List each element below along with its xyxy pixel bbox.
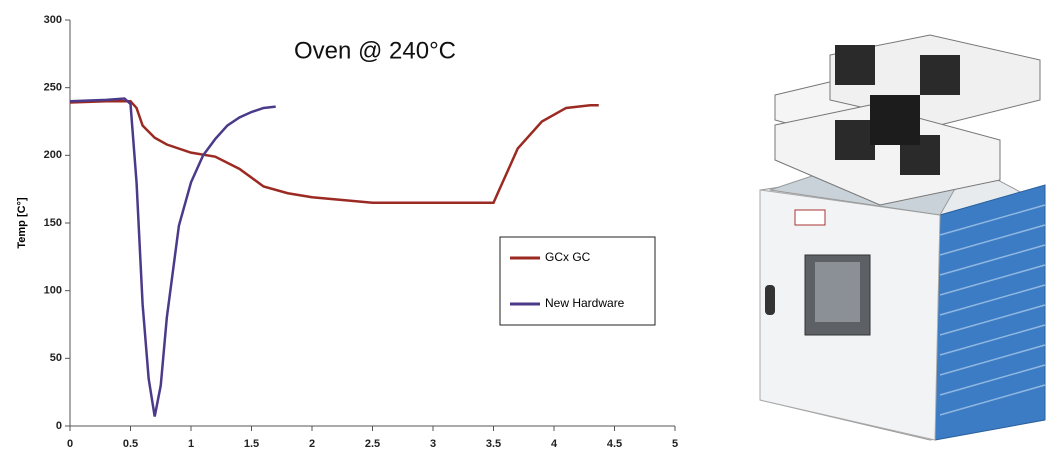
y-axis-label: Temp [C°] [16, 197, 28, 249]
x-tick-label: 1.5 [244, 438, 259, 450]
y-tick-label: 50 [50, 352, 62, 364]
y-tick-label: 150 [44, 217, 62, 229]
x-tick-label: 1 [188, 438, 194, 450]
legend-label: GCx GC [545, 250, 591, 264]
x-tick-label: 2.5 [365, 438, 380, 450]
x-tick-label: 0.5 [123, 438, 138, 450]
x-tick-label: 4.5 [607, 438, 622, 450]
data-line [70, 101, 599, 203]
x-tick-label: 5 [672, 438, 678, 450]
legend-label: New Hardware [545, 296, 625, 310]
y-tick-label: 250 [44, 82, 62, 94]
y-tick-label: 0 [56, 420, 62, 432]
x-tick-label: 0 [67, 438, 73, 450]
x-tick-label: 3.5 [486, 438, 501, 450]
page: Oven @ 240°C Temp [C°] 05010015020025030… [0, 0, 1060, 453]
instrument-illustration [760, 35, 1045, 440]
annotation: Oven @ 240°C [294, 37, 456, 64]
x-tick-label: 3 [430, 438, 436, 450]
x-tick-label: 2 [309, 438, 315, 450]
y-tick-label: 300 [44, 14, 62, 26]
x-tick-label: 4 [551, 438, 558, 450]
y-tick-label: 100 [44, 285, 62, 297]
y-tick-label: 200 [44, 149, 62, 161]
